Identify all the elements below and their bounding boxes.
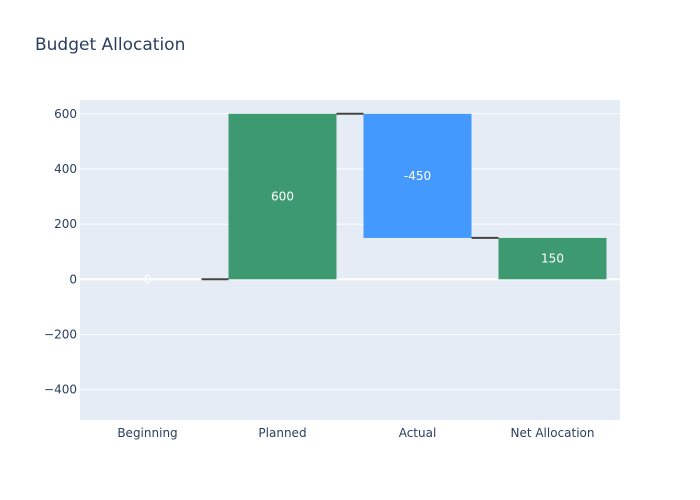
bar-labels: 0 600 -450 150 — [144, 169, 564, 286]
chart-title: Budget Allocation — [35, 35, 185, 55]
y-tick-label: 600 — [54, 107, 77, 121]
bars — [228, 113, 607, 280]
bar-value-label: 600 — [271, 190, 294, 204]
y-tick-label: −400 — [44, 383, 77, 397]
x-tick-label: Planned — [258, 426, 306, 440]
y-tick-label: 400 — [54, 162, 77, 176]
bar-value-label: -450 — [404, 169, 431, 183]
y-tick-label: 0 — [69, 272, 77, 286]
connectors — [201, 112, 499, 281]
x-tick-label: Actual — [399, 426, 437, 440]
y-axis-ticks: −400 −200 0 200 400 600 — [44, 107, 77, 397]
x-axis-ticks: Beginning Planned Actual Net Allocation — [117, 426, 594, 440]
bar-value-label: 0 — [144, 272, 152, 286]
bar-actual — [363, 113, 472, 238]
y-tick-label: −200 — [44, 327, 77, 341]
bar-value-label: 150 — [541, 252, 564, 266]
bar-planned — [228, 113, 337, 280]
x-tick-label: Beginning — [117, 426, 177, 440]
x-tick-label: Net Allocation — [510, 426, 594, 440]
bar-net-allocation — [498, 237, 607, 280]
y-tick-label: 200 — [54, 217, 77, 231]
